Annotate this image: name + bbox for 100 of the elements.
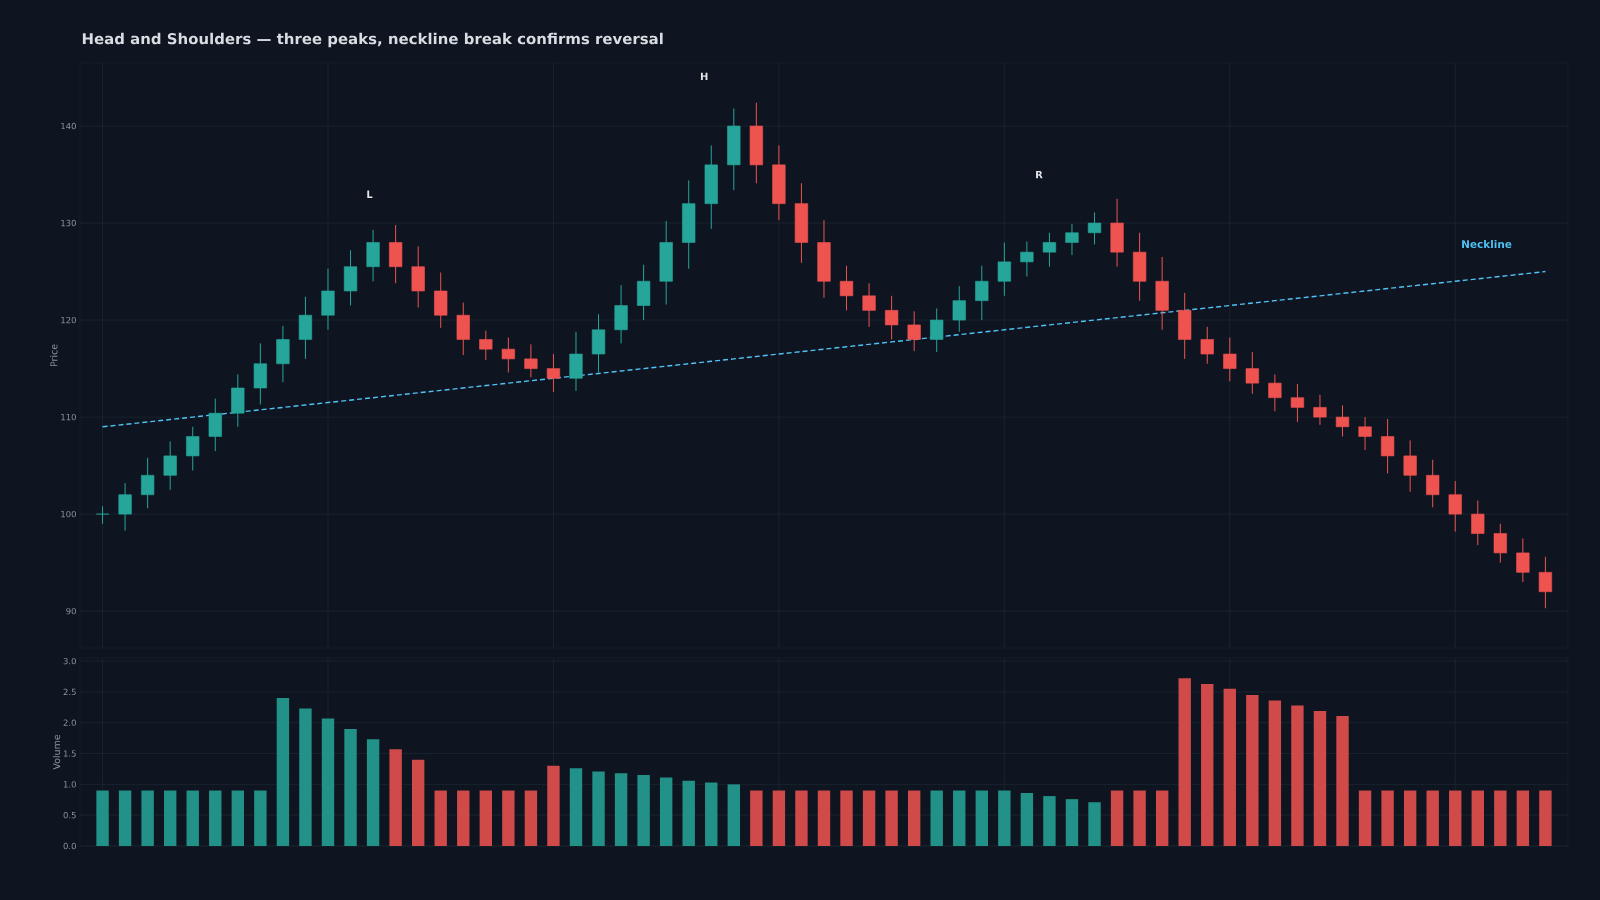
- bar: [614, 773, 628, 846]
- bar: [817, 790, 831, 846]
- candlestick: [930, 307, 944, 353]
- bar: [479, 790, 493, 846]
- bar: [1201, 683, 1214, 846]
- bar: [885, 790, 898, 846]
- bar: [231, 790, 245, 846]
- candlestick: [1335, 404, 1350, 437]
- bar: [862, 790, 876, 846]
- bar: [682, 780, 695, 846]
- candlestick: [1087, 211, 1102, 245]
- candlestick: [95, 505, 110, 525]
- y-tick-label: 0.0: [63, 842, 76, 850]
- candlestick: [1380, 418, 1395, 474]
- bar: [502, 790, 515, 846]
- candlestick: [546, 353, 561, 393]
- y-tick-label: 140: [61, 122, 76, 130]
- candlestick: [1223, 337, 1237, 382]
- candlestick: [1042, 232, 1057, 268]
- y-tick-label: 120: [61, 316, 76, 324]
- bar: [953, 790, 966, 846]
- text: Neckline: [1462, 239, 1512, 249]
- candlestick: [1358, 416, 1372, 451]
- bar: [930, 790, 943, 846]
- y-tick-label: 3.0: [63, 657, 76, 665]
- bar: [276, 698, 290, 846]
- bar: [637, 775, 650, 846]
- bar: [547, 765, 560, 846]
- candlestick: [975, 265, 989, 321]
- bar: [209, 790, 222, 846]
- bar: [1155, 790, 1169, 846]
- candlestick: [118, 482, 132, 532]
- bar: [727, 784, 740, 846]
- bar: [1336, 715, 1349, 846]
- candlestick: [952, 285, 966, 333]
- bar: [1043, 796, 1056, 846]
- bar: [1358, 790, 1372, 846]
- annotation: R: [1036, 170, 1043, 179]
- bar: [569, 768, 583, 846]
- y-axis-title: Volume: [52, 734, 61, 770]
- candlestick: [885, 295, 899, 340]
- bar: [321, 718, 335, 846]
- y-tick-label: 1.5: [63, 750, 76, 757]
- bar: [389, 749, 402, 846]
- candlestick: [997, 241, 1011, 297]
- candlestick: [1448, 480, 1462, 533]
- bar: [163, 790, 177, 846]
- bar: [1291, 705, 1304, 846]
- bar: [592, 771, 605, 846]
- bar: [96, 790, 109, 846]
- candlestick: [1403, 439, 1417, 493]
- bar: [186, 790, 199, 846]
- candlestick: [1313, 394, 1327, 426]
- candlestick: [479, 330, 493, 361]
- candlestick: [141, 457, 155, 509]
- bar: [975, 790, 988, 846]
- candlestick: [163, 440, 177, 491]
- bar: [118, 790, 132, 846]
- bar: [1381, 790, 1394, 846]
- bar: [434, 790, 447, 846]
- candlestick: [524, 343, 538, 378]
- bar: [1020, 792, 1034, 846]
- bar: [344, 728, 357, 846]
- candlestick: [907, 310, 921, 352]
- bar: [1449, 790, 1462, 846]
- bar: [1471, 790, 1484, 846]
- candlestick: [1020, 240, 1034, 277]
- candlestick: [208, 398, 222, 452]
- candlestick: [862, 282, 876, 328]
- y-tick-label: 130: [61, 219, 76, 227]
- bar: [1110, 790, 1124, 846]
- candlestick: [186, 426, 200, 471]
- bar: [772, 790, 786, 846]
- candlestick: [1200, 326, 1214, 365]
- annotation: L: [367, 190, 373, 198]
- bar: [705, 782, 718, 846]
- bar: [1516, 790, 1530, 846]
- bar: [254, 790, 267, 846]
- bar: [659, 777, 673, 846]
- bar: [1268, 700, 1282, 846]
- bar: [1494, 790, 1507, 846]
- candlestick: [1471, 500, 1485, 546]
- bar: [750, 790, 763, 846]
- bar: [299, 708, 312, 846]
- candlestick: [1290, 383, 1305, 423]
- candlestick: [1426, 459, 1440, 508]
- bar: [1065, 799, 1079, 846]
- bar: [907, 790, 921, 846]
- candlestick: [1268, 373, 1282, 412]
- candlestick: [839, 265, 854, 311]
- y-tick-label: 100: [61, 510, 76, 518]
- y-tick-label: 1.0: [63, 781, 76, 788]
- bar: [1088, 802, 1101, 846]
- bar: [998, 790, 1011, 846]
- candlestick: [1538, 556, 1553, 609]
- bar: [1246, 694, 1259, 846]
- bar: [1539, 790, 1552, 846]
- bar: [795, 790, 808, 846]
- candlestick: [1245, 351, 1259, 395]
- candlestick: [1493, 523, 1507, 564]
